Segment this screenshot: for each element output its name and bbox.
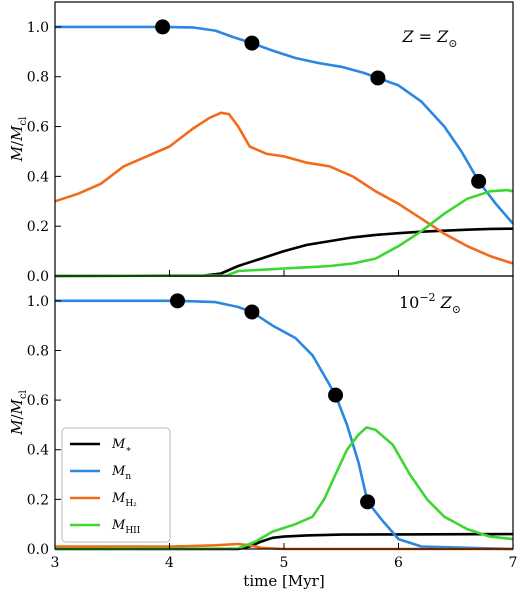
legend-label-mh2: MH₂ — [111, 491, 137, 509]
legend-label-mstar: M∗ — [111, 437, 131, 455]
y-tick-label: 0.0 — [27, 542, 49, 558]
data-marker — [328, 387, 344, 403]
series-line-mstar — [55, 532, 514, 551]
data-marker — [471, 173, 487, 189]
series-line-mh2 — [54, 111, 514, 265]
data-marker — [155, 19, 171, 35]
legend-box — [61, 427, 171, 543]
x-axis-label: time [Myr] — [243, 572, 324, 590]
legend: M∗ Mn MH₂ MHII — [61, 427, 171, 543]
y-tick-label: 0.8 — [27, 70, 49, 86]
y-tick-label: 0.2 — [27, 219, 49, 235]
y-axis-label: M/Mcl — [8, 390, 29, 436]
x-tick-label: 3 — [51, 555, 60, 571]
y-tick-label: 0.0 — [27, 269, 49, 285]
panel-annotation: Z = Z⊙ — [401, 27, 457, 50]
y-tick-label: 1.0 — [27, 294, 49, 310]
y-tick-label: 0.8 — [27, 343, 49, 359]
data-marker — [244, 35, 260, 51]
x-tick-label: 6 — [394, 555, 403, 571]
series-line-mstar — [54, 227, 514, 278]
y-tick-label: 0.4 — [27, 169, 49, 185]
y-axis-label: M/Mcl — [8, 117, 29, 163]
y-tick-label: 0.2 — [27, 492, 49, 508]
data-marker — [370, 70, 386, 86]
y-tick-label: 1.0 — [27, 20, 49, 36]
y-tick-label: 0.4 — [27, 443, 49, 459]
y-tick-label: 0.6 — [27, 393, 49, 409]
series-line-mhii — [54, 188, 514, 278]
series-line-mn — [55, 299, 514, 551]
legend-label-mhii: MHII — [111, 518, 141, 536]
bottom-panel: 0.0 0.2 0.4 0.6 0.8 1.0 3 4 5 6 7 M/Mcl 10−2 Z⊙ time … — [8, 275, 518, 590]
legend-label-mn: Mn — [111, 464, 131, 482]
data-marker — [244, 304, 260, 320]
panel-annotation: 10−2 Z⊙ — [399, 291, 461, 316]
x-tick-label: 7 — [509, 555, 518, 571]
top-panel: 0.0 0.2 0.4 0.6 0.8 1.0 M/Mcl Z = Z⊙ — [8, 1, 514, 285]
x-tick-label: 4 — [165, 555, 174, 571]
x-tick-label: 5 — [280, 555, 289, 571]
data-marker — [360, 494, 376, 510]
data-marker — [170, 293, 186, 309]
y-tick-label: 0.6 — [27, 120, 49, 136]
series-line-mhii — [54, 426, 514, 551]
series-line-mn — [55, 25, 514, 225]
